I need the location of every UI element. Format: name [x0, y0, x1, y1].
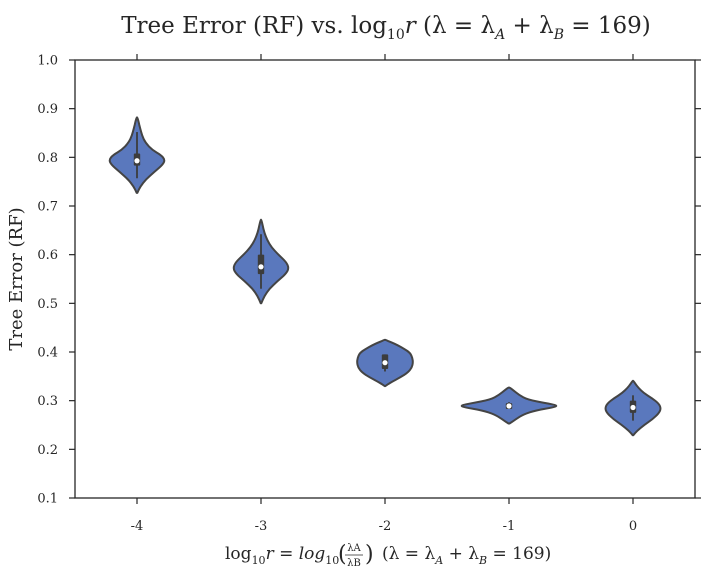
violin-median--2	[382, 360, 388, 366]
xlabel-sub2: 10	[325, 554, 339, 567]
title-var: r	[405, 13, 418, 39]
plot-frame	[74, 59, 696, 499]
xlabel-subB: B	[478, 554, 487, 567]
title-math: log	[351, 13, 387, 39]
y-tick-label-1: 0.2	[37, 443, 58, 458]
y-tick-label-2: 0.3	[37, 394, 58, 409]
xlabel-paren-open: (	[338, 542, 347, 567]
violin-median--3	[258, 264, 264, 270]
xlabel-sub1: 10	[252, 554, 266, 567]
title-end: = 169)	[564, 13, 651, 39]
xlabel-eq: r = log	[266, 544, 326, 564]
violins	[108, 116, 662, 437]
y-tick-label-5: 0.6	[37, 248, 58, 263]
xlabel-tail: (λ = λ	[382, 544, 435, 564]
y-tick-label-0: 0.1	[37, 492, 58, 507]
xlabel-paren-close: )	[365, 542, 374, 567]
violin-median--4	[134, 158, 140, 164]
violin-median-0	[630, 404, 636, 411]
title-sub: 10	[387, 27, 405, 43]
title-mid: + λ	[505, 13, 553, 39]
title-tail: (λ = λ	[416, 13, 495, 39]
title-lead: Tree Error (RF) vs.	[121, 13, 351, 39]
x-tick-label-0: -4	[131, 519, 144, 534]
y-axis-ticks: 0.1 0.2 0.3 0.4 0.5 0.6 0.7 0.8 0.9 1.0	[37, 54, 701, 507]
xlabel-subA: A	[434, 554, 443, 567]
xlabel-mid: + λ	[443, 544, 479, 564]
y-tick-label-3: 0.4	[37, 346, 58, 361]
xlabel-frac-den: λB	[347, 558, 361, 569]
title-subA: A	[493, 27, 505, 43]
x-tick-label-2: -2	[379, 519, 392, 534]
y-tick-label-9: 1.0	[37, 54, 58, 69]
chart-title: Tree Error (RF) vs. log10r (λ = λA + λB …	[121, 13, 651, 43]
y-axis-label: Tree Error (RF)	[6, 207, 27, 350]
y-tick-label-8: 0.9	[37, 102, 58, 117]
y-tick-label-6: 0.7	[37, 200, 58, 215]
xlabel-log: log	[225, 544, 252, 564]
x-tick-label-1: -3	[255, 519, 268, 534]
x-tick-label-4: 0	[629, 519, 637, 534]
x-axis-ticks: -4 -3 -2 -1 0	[131, 54, 637, 534]
y-tick-label-4: 0.5	[37, 297, 58, 312]
x-tick-label-3: -1	[503, 519, 516, 534]
title-subB: B	[553, 27, 564, 43]
xlabel-end: = 169)	[487, 544, 551, 564]
x-axis-label-tail: (λ = λA + λB = 169)	[382, 544, 551, 567]
x-axis-label: log10r = log10	[225, 544, 339, 567]
xlabel-frac-num: λA	[347, 543, 361, 554]
y-tick-label-7: 0.8	[37, 151, 58, 166]
violin-median--1	[506, 403, 512, 409]
